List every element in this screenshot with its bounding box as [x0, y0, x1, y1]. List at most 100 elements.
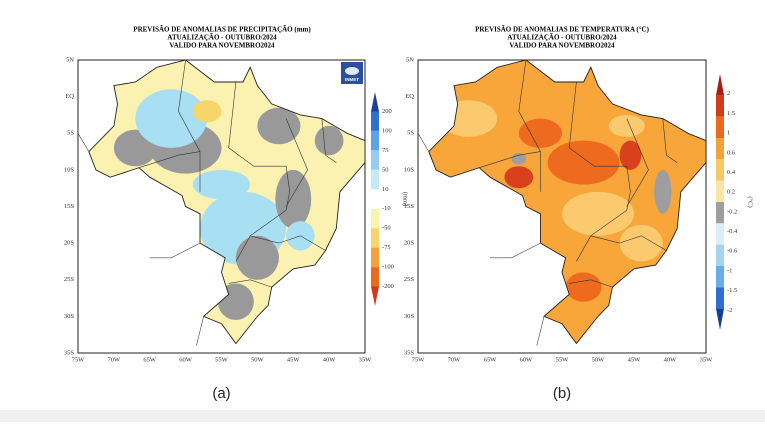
neighbor-border: [417, 133, 545, 346]
lon-label: 35W: [359, 356, 373, 363]
colorbar-label: 0.4: [727, 169, 736, 176]
anomaly-area: [565, 272, 602, 302]
colorbar-label: 2: [727, 90, 730, 97]
anomaly-area: [135, 89, 208, 148]
lon-label: 60W: [179, 356, 193, 363]
lat-label: 30S: [64, 313, 75, 320]
colorbar-label: -10: [382, 205, 391, 212]
colorbar-label: -75: [382, 244, 391, 251]
country-border: [428, 59, 707, 345]
colorbar-segment: [716, 244, 724, 266]
colorbar-label: -1: [727, 267, 732, 274]
lat-label: 20S: [404, 240, 415, 247]
colorbar-label: -100: [382, 264, 394, 271]
colorbar-cap: [371, 286, 379, 306]
anomaly-area: [192, 100, 222, 123]
colorbar-segment: [371, 208, 379, 229]
colorbar-segment: [716, 180, 724, 202]
anomaly-area: [608, 114, 645, 137]
state-border: [569, 279, 613, 288]
anomaly-area: [619, 140, 642, 170]
lat-label: 15S: [404, 203, 415, 210]
anomaly-area: [654, 169, 672, 214]
lon-label: 45W: [628, 356, 642, 363]
footer-strip: [0, 410, 765, 422]
colorbar-cap: [716, 74, 724, 96]
lon-label: 70W: [108, 356, 122, 363]
state-border: [626, 118, 649, 207]
state-border: [178, 60, 201, 192]
country-border: [88, 59, 366, 345]
lat-label: 30S: [404, 313, 415, 320]
caption: (b): [553, 385, 571, 402]
state-border: [321, 118, 337, 163]
lon-label: 65W: [143, 356, 157, 363]
map-title: VALIDO PARA NOVEMBRO2024: [509, 42, 615, 50]
colorbar-segment: [716, 287, 724, 309]
colorbar-label: 200: [382, 108, 392, 115]
lat-label: 15S: [64, 203, 75, 210]
anomaly-area: [562, 191, 634, 236]
colorbar-label: 0.2: [727, 189, 735, 196]
anomaly-area: [275, 169, 312, 229]
lon-label: 55W: [215, 356, 229, 363]
colorbar-segment: [371, 228, 379, 248]
map-title: ATUALIZAÇÃO - OUTUBRO/2024: [507, 34, 617, 42]
colorbar-segment: [371, 111, 379, 131]
map-title: PREVISÃO DE ANOMALIAS DE PRECIPITAÇÃO (m…: [133, 26, 311, 34]
colorbar-label: 100: [382, 127, 392, 134]
anomaly-area: [257, 107, 301, 145]
colorbar-segment: [371, 130, 379, 151]
colorbar-unit: (mm): [402, 192, 409, 206]
map-title: VALIDO PARA NOVEMBRO2024: [169, 42, 275, 50]
lon-label: 65W: [484, 356, 498, 363]
lon-label: 60W: [520, 356, 534, 363]
neighbor-border: [77, 133, 204, 346]
colorbar-segment: [371, 247, 379, 268]
state-border: [479, 151, 541, 168]
anomaly-area: [518, 118, 563, 148]
anomaly-area: [511, 153, 526, 165]
colorbar-label: -200: [382, 283, 394, 290]
colorbar-segment: [371, 267, 379, 287]
colorbar-label: -2: [727, 307, 732, 314]
colorbar-segment: [716, 223, 724, 245]
colorbar-segment: [371, 150, 379, 170]
anomaly-area: [235, 235, 279, 280]
lon-label: 70W: [448, 356, 462, 363]
lat-label: 35S: [64, 349, 75, 356]
colorbar-segment: [716, 202, 724, 224]
colorbar-segment: [716, 95, 724, 117]
anomaly-area: [504, 166, 534, 189]
anomaly-area: [547, 140, 620, 185]
colorbar-label: 50: [382, 166, 389, 173]
lat-label: 10S: [404, 166, 415, 173]
lon-label: 45W: [287, 356, 301, 363]
state-border: [285, 118, 308, 207]
colorbar-segment: [371, 189, 379, 209]
state-border: [250, 235, 326, 251]
colorbar-segment: [371, 169, 379, 190]
colorbar-label: -50: [382, 225, 391, 232]
colorbar-label: 10: [382, 186, 389, 193]
lon-label: 35W: [700, 356, 714, 363]
caption: (a): [212, 385, 230, 402]
lat-label: 20S: [64, 240, 75, 247]
lat-label: 35S: [404, 349, 415, 356]
anomaly-area: [619, 224, 663, 262]
lat-label: 5N: [66, 56, 74, 63]
colorbar-segment: [716, 116, 724, 138]
state-border: [138, 151, 201, 168]
state-border: [228, 81, 291, 262]
lon-label: 75W: [72, 356, 86, 363]
colorbar-label: -0.2: [727, 208, 737, 215]
colorbar-label: -0.4: [727, 228, 738, 235]
anomaly-area: [314, 125, 344, 156]
state-border: [518, 60, 541, 192]
colorbar-cap: [371, 92, 379, 112]
colorbar-segment: [716, 266, 724, 288]
colorbar-segment: [716, 159, 724, 181]
lon-label: 50W: [251, 356, 265, 363]
colorbar-cap: [716, 308, 724, 330]
lon-label: 55W: [556, 356, 570, 363]
